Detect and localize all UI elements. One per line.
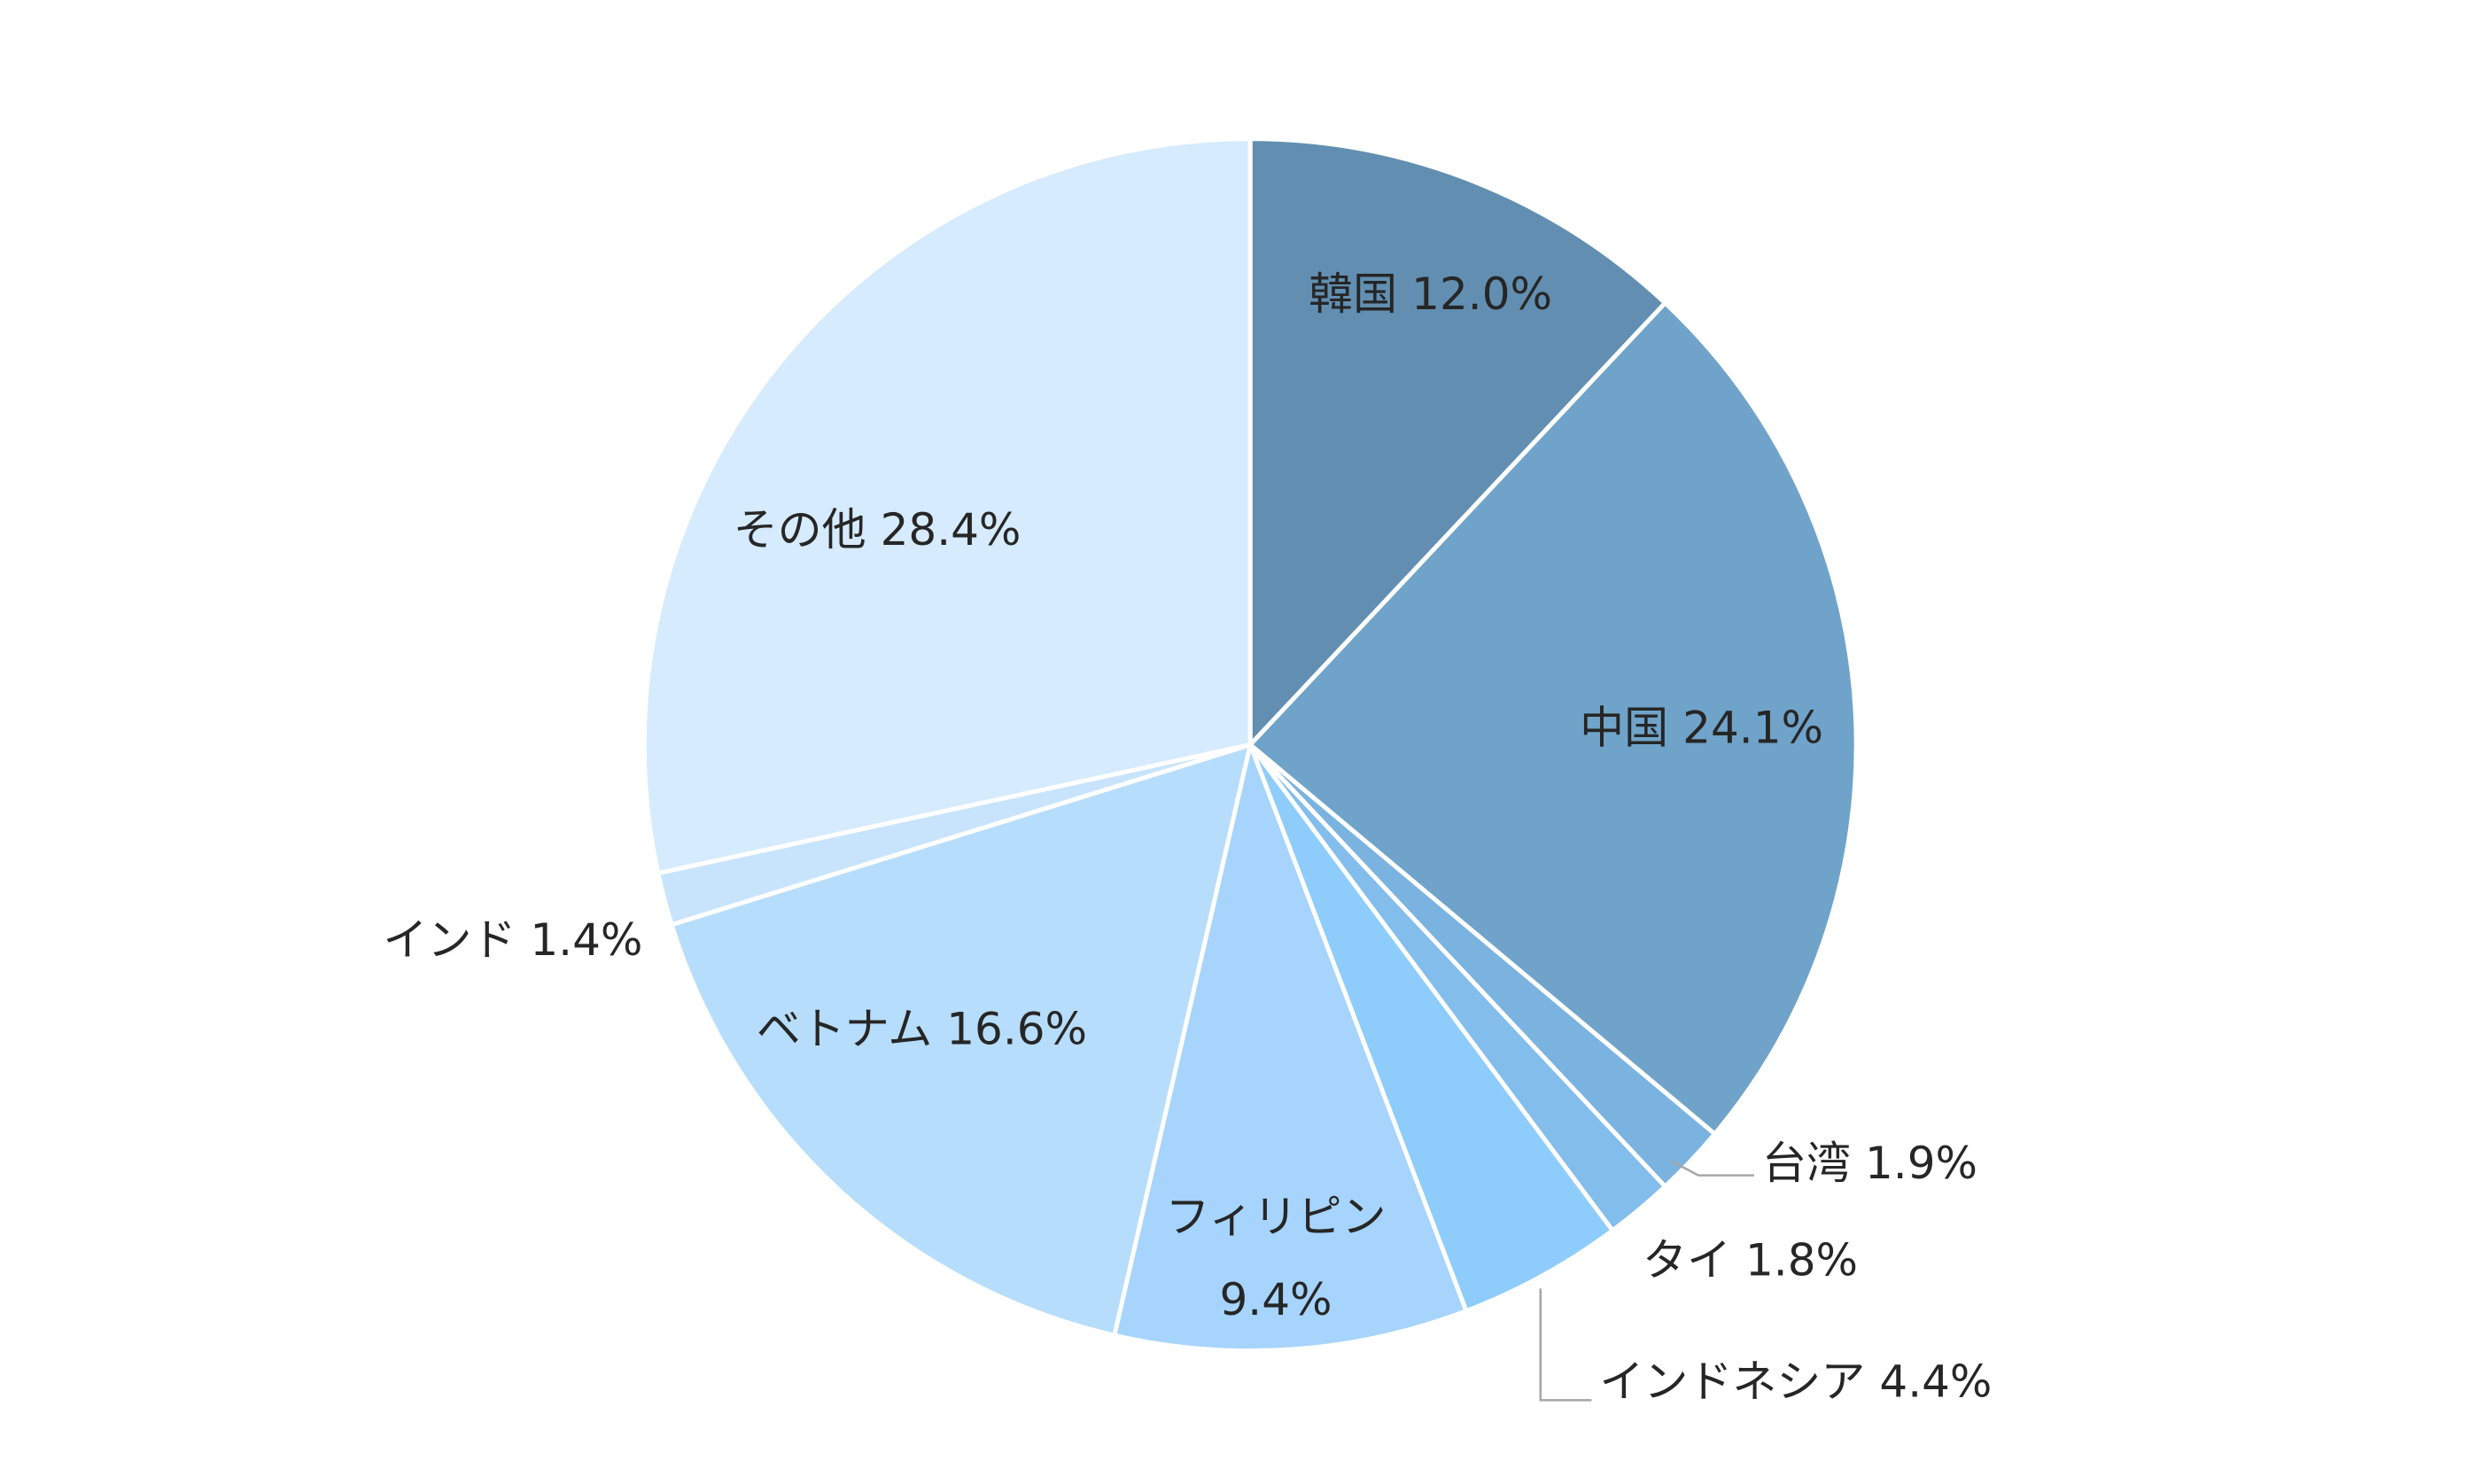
slice-category-label: 台湾 <box>1762 1137 1851 1188</box>
slice-category-label: その他 <box>734 504 866 556</box>
pie-slice <box>641 136 1253 876</box>
slice-label: インドネシア 4.4% <box>1599 1356 1992 1407</box>
slice-label: 中国 24.1% <box>1580 702 1823 753</box>
pie-slice <box>1112 742 1469 1354</box>
slice-category-label: 韓国 <box>1309 268 1397 319</box>
leader-line <box>1670 1160 1754 1177</box>
pie-slice <box>1247 136 1667 748</box>
slice-label: 韓国 12.0% <box>1309 268 1552 319</box>
slice-category-label: ベトナム <box>757 1003 933 1054</box>
pie-slice <box>1247 300 1859 1137</box>
slice-value-label: 16.6% <box>946 1003 1087 1054</box>
slice-category-label: タイ <box>1643 1234 1731 1286</box>
slice-value-label: 24.1% <box>1682 702 1823 753</box>
leader-line <box>1539 1288 1592 1402</box>
slice-value-label: 12.0% <box>1411 268 1552 319</box>
slice-label: その他 28.4% <box>734 504 1022 556</box>
slice-value-label: 9.4% <box>1219 1274 1332 1325</box>
slice-value-label: 1.8% <box>1745 1234 1858 1286</box>
slice-category-label: 中国 <box>1580 702 1668 753</box>
slice-category-label: インド <box>383 913 516 965</box>
slice-label: インド 1.4% <box>383 913 642 965</box>
slice-value-label: 1.9% <box>1865 1137 1977 1188</box>
slice-category-label: インドネシア <box>1599 1356 1865 1407</box>
slice-label: タイ 1.8% <box>1643 1234 1858 1286</box>
slice-category-label: フィリピン <box>1166 1192 1387 1243</box>
slice-label: ベトナム 16.6% <box>757 1003 1087 1054</box>
slice-label: 台湾 1.9% <box>1762 1137 1977 1188</box>
slice-value-label: 4.4% <box>1879 1356 1992 1407</box>
slice-value-label: 28.4% <box>881 504 1022 556</box>
pie-slice <box>1247 742 1615 1314</box>
slice-value-label: 1.4% <box>530 913 642 965</box>
pie-slice <box>669 742 1253 1338</box>
